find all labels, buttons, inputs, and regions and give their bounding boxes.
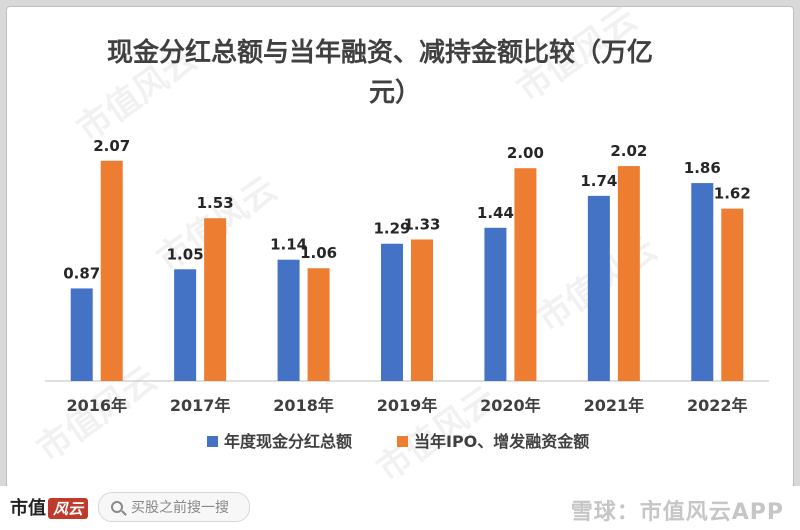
bar-chart: 0.87 2.07 2016年 1.05 1.53 2017年 1.141.06 2018年 1…: [45, 137, 769, 451]
bar-financing: [204, 218, 227, 381]
chart-title-line2: 元）: [369, 78, 422, 108]
x-tick-label: 2016年: [66, 396, 127, 415]
bar-financing: [721, 208, 744, 381]
x-tick-label: 2017年: [170, 396, 231, 415]
bar-financing: [514, 168, 537, 381]
chart-title-line1: 现金分红总额与当年融资、减持金额比较（万亿: [107, 38, 654, 68]
chart-card: 市值风云 市值风云 市值风云 市值风云 市值风云 市值风云 现金分红总额与当年融…: [6, 6, 794, 488]
xueqiu-logo: 雪球：市值风云APP: [570, 500, 784, 525]
data-label: 1.05: [167, 245, 204, 263]
bar-dividend: [484, 227, 507, 381]
legend-label: 当年IPO、增发融资金额: [414, 432, 589, 451]
data-label: 1.29: [373, 220, 410, 238]
data-label: 2.02: [610, 142, 647, 160]
data-label: 1.14: [270, 236, 307, 254]
x-tick-label: 2018年: [273, 396, 334, 415]
data-label: 2.07: [93, 137, 130, 155]
data-label: 1.06: [300, 244, 337, 262]
bar-dividend: [70, 288, 93, 381]
legend-swatch: [397, 436, 408, 447]
bar-financing: [411, 239, 433, 381]
data-label: 1.62: [714, 185, 751, 203]
legend-swatch: [207, 436, 218, 447]
search-placeholder: 买股之前搜一搜: [131, 500, 229, 516]
data-label: 1.33: [403, 215, 440, 233]
brand-text: 市值: [10, 498, 46, 519]
bar-dividend: [174, 269, 197, 381]
data-label: 1.44: [477, 204, 514, 222]
search-input[interactable]: 买股之前搜一搜: [98, 492, 250, 522]
bar-financing: [307, 268, 330, 381]
brand-fancy-text: 风云: [48, 498, 89, 519]
search-icon: [111, 501, 123, 513]
bar-dividend: [691, 183, 714, 381]
x-tick-label: 2019年: [377, 396, 438, 415]
bar-dividend: [587, 195, 610, 381]
data-label: 1.74: [580, 172, 617, 190]
data-label: 1.86: [684, 159, 721, 177]
brand-logo: 市值 风云: [10, 494, 89, 520]
chart-title: 现金分红总额与当年融资、减持金额比较（万亿 元）: [107, 33, 707, 113]
x-tick-label: 2022年: [687, 396, 748, 415]
bar-financing: [100, 160, 123, 381]
footer-bar: 市值 风云 买股之前搜一搜 雪球：市值风云APP: [0, 486, 800, 530]
bar-dividend: [277, 259, 300, 381]
x-tick-label: 2020年: [480, 396, 541, 415]
x-tick-label: 2021年: [584, 396, 645, 415]
bar-dividend: [381, 243, 403, 381]
data-label: 1.53: [197, 194, 234, 212]
data-label: 2.00: [507, 144, 544, 162]
legend-label: 年度现金分红总额: [224, 432, 352, 451]
data-label: 0.87: [63, 264, 100, 282]
bar-financing: [617, 166, 640, 381]
